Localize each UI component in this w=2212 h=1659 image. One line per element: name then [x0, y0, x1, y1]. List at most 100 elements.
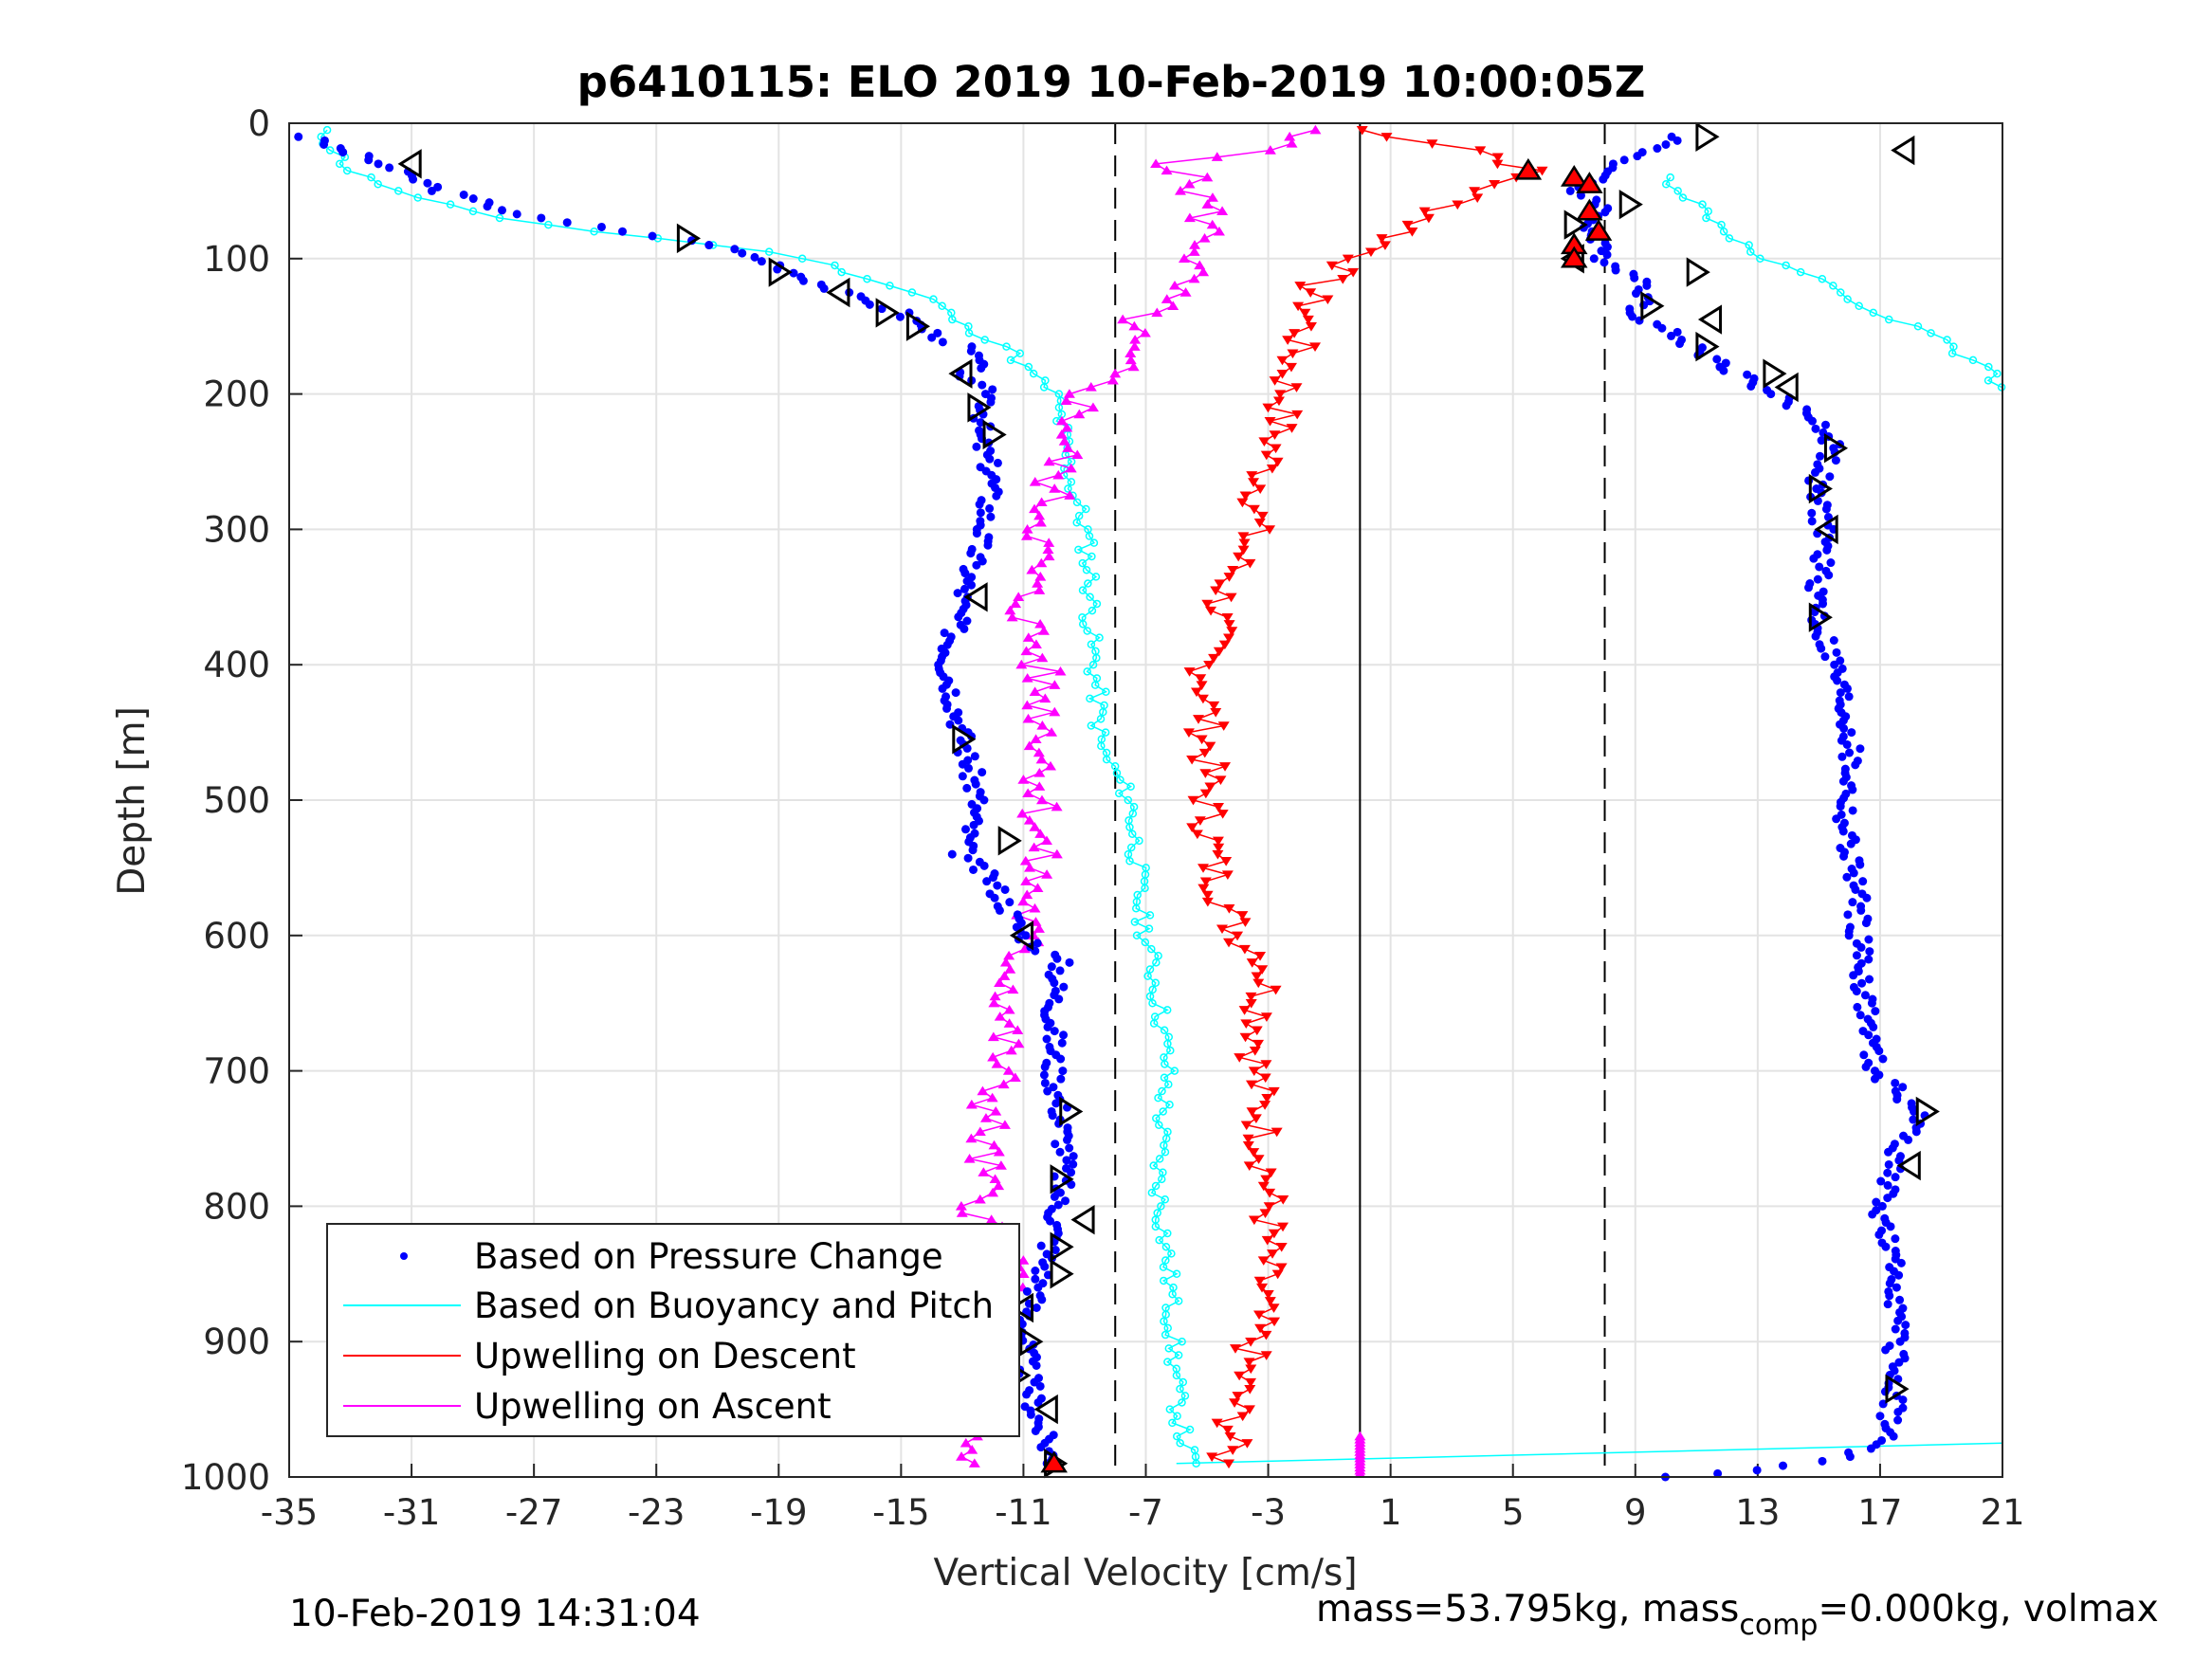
buoyancy-point — [1064, 484, 1072, 493]
upwelling-ascent-point — [998, 1120, 1011, 1129]
pressure-point — [1043, 1086, 1052, 1096]
pressure-point — [972, 442, 981, 451]
pressure-point — [1880, 1387, 1890, 1396]
buoyancy-point — [1796, 267, 1805, 277]
buoyancy-point — [1092, 599, 1102, 609]
upwelling-ascent-point — [1041, 869, 1053, 879]
buoyancy-point — [1164, 1080, 1173, 1089]
upwelling-descent-point — [1197, 864, 1210, 873]
pressure-point — [976, 508, 985, 518]
upwelling-ascent-point — [1016, 808, 1029, 818]
buoyancy-point — [1015, 349, 1025, 358]
upwelling-ascent-point — [1151, 307, 1163, 318]
buoyancy-point — [1082, 504, 1090, 514]
upwelling-descent-point — [1227, 1446, 1239, 1455]
upwelling-ascent-point — [1033, 585, 1046, 594]
pressure-point — [1630, 273, 1639, 283]
open-triangle-marker — [1050, 1259, 1074, 1289]
buoyancy-point — [1163, 1039, 1172, 1048]
buoyancy-point — [1176, 1384, 1184, 1394]
pressure-point — [1885, 1279, 1894, 1288]
upwelling-descent-point — [1285, 362, 1297, 373]
upwelling-descent-point — [1260, 450, 1272, 461]
upwelling-descent-point — [1269, 376, 1281, 386]
buoyancy-point — [1968, 356, 1978, 365]
upwelling-ascent-point — [1036, 652, 1049, 663]
open-triangle-marker — [1059, 1096, 1084, 1127]
upwelling-ascent-point — [987, 1031, 999, 1042]
pressure-point — [1833, 676, 1842, 685]
pressure-point — [1021, 931, 1031, 940]
series-upwelling-descent — [1182, 125, 1548, 1469]
buoyancy-point — [335, 159, 344, 169]
upwelling-ascent-point — [1022, 632, 1034, 642]
pressure-point — [1766, 390, 1776, 399]
pressure-point — [940, 629, 949, 638]
buoyancy-point — [1717, 220, 1726, 229]
upwelling-descent-point — [1186, 755, 1198, 765]
x-tick-labels: -35 -31 -27 -23 -19 -15 -11 -7 -3 1 5 9 13 17 21 — [261, 1492, 2025, 1533]
upwelling-ascent-point — [1124, 348, 1137, 357]
pressure-point — [1881, 1242, 1891, 1251]
legend-label-buoyancy: Based on Buoyancy and Pitch — [474, 1285, 994, 1326]
upwelling-ascent-point — [1052, 469, 1065, 480]
upwelling-ascent-point — [1051, 801, 1063, 811]
buoyancy-point — [1163, 1323, 1172, 1333]
upwelling-descent-point — [1248, 1215, 1260, 1226]
buoyancy-point — [1161, 1310, 1170, 1319]
pressure-point — [1895, 1295, 1905, 1304]
pressure-point — [1864, 955, 1874, 964]
pressure-point — [1040, 1062, 1050, 1071]
pressure-point — [1051, 1099, 1061, 1108]
pressure-point — [757, 257, 766, 266]
upwelling-ascent-point — [1015, 659, 1028, 669]
upwelling-descent-point — [1258, 437, 1271, 447]
buoyancy-point — [446, 200, 455, 209]
buoyancy-point — [1160, 1276, 1168, 1285]
upwelling-ascent-point — [1023, 740, 1035, 751]
pressure-point — [1000, 884, 1010, 894]
upwelling-descent-point — [1198, 748, 1211, 758]
upwelling-descent-point — [1469, 187, 1481, 196]
pressure-point — [1862, 893, 1872, 902]
buoyancy-point — [1185, 1425, 1195, 1434]
pressure-point — [1858, 877, 1868, 886]
pressure-point — [1826, 558, 1836, 568]
buoyancy-point — [1006, 356, 1015, 365]
upwelling-ascent-point — [1032, 883, 1044, 893]
pressure-point — [1056, 1054, 1066, 1064]
pressure-point — [1067, 1180, 1076, 1190]
buoyancy-point — [1029, 369, 1038, 378]
pressure-point — [1856, 744, 1865, 754]
y-tick-label: 1000 — [181, 1457, 270, 1498]
buoyancy-point — [1173, 1431, 1181, 1441]
pressure-point — [1894, 1156, 1904, 1165]
pressure-point — [1885, 1291, 1894, 1301]
upwelling-descent-point — [1229, 1398, 1241, 1408]
pressure-point — [1819, 599, 1828, 609]
upwelling-descent-point — [1260, 1012, 1272, 1022]
upwelling-ascent-point — [1004, 605, 1016, 615]
upwelling-ascent-point — [1201, 199, 1214, 209]
upwelling-ascent-point — [1037, 626, 1050, 635]
x-axis-label: Vertical Velocity [cm/s] — [933, 1552, 1357, 1595]
pressure-point — [1820, 420, 1830, 429]
pressure-point — [1822, 545, 1832, 555]
upwelling-descent-point — [1219, 762, 1232, 772]
upwelling-descent-point — [1299, 308, 1311, 319]
pressure-point — [1067, 1168, 1076, 1177]
buoyancy-point — [1116, 775, 1124, 784]
pressure-point — [1061, 1196, 1070, 1206]
red-triangle-marker — [1514, 157, 1543, 180]
open-triangle-marker — [1033, 1394, 1058, 1425]
buoyancy-line-descent — [320, 129, 1197, 1464]
pressure-point — [1069, 1152, 1078, 1161]
pressure-point — [1848, 898, 1857, 907]
upwelling-descent-point — [1262, 403, 1274, 413]
pressure-point — [1743, 370, 1752, 379]
pressure-point — [1831, 456, 1840, 465]
pressure-point — [1005, 898, 1015, 907]
upwelling-descent-point — [1248, 478, 1260, 487]
buoyancy-point — [1984, 362, 1993, 372]
buoyancy-point — [1704, 207, 1712, 216]
